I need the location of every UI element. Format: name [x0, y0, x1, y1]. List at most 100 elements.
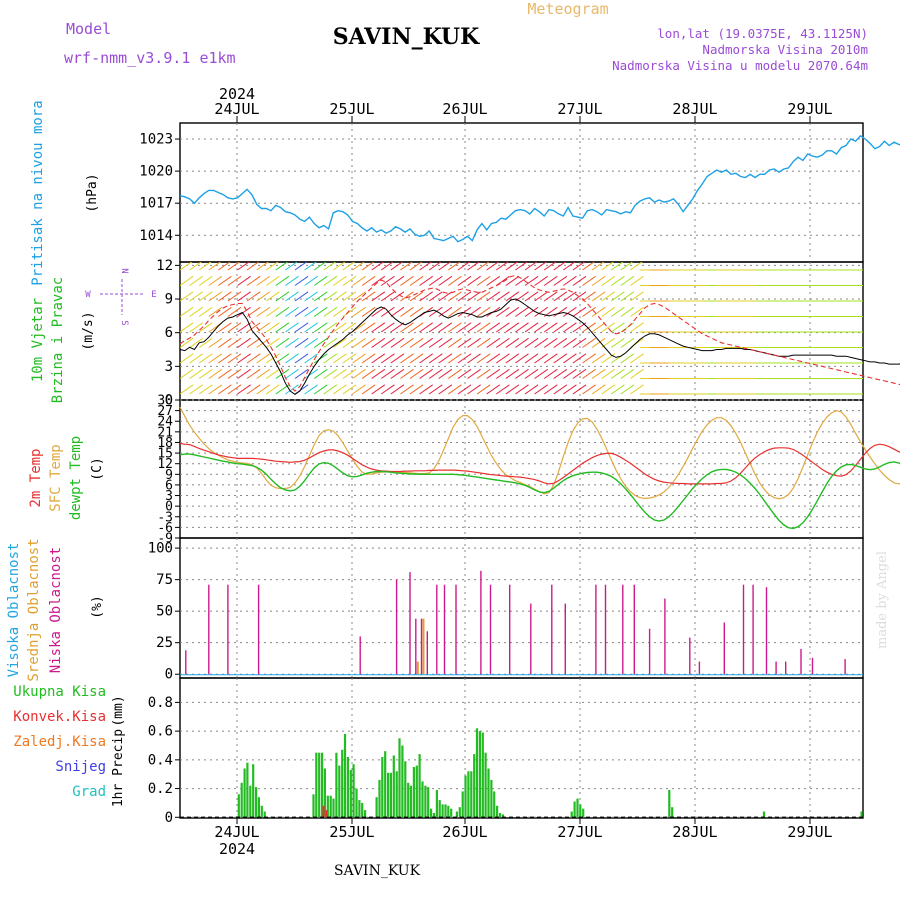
wind-barb — [476, 291, 491, 302]
wind-barb — [227, 384, 242, 395]
date-label-top: 26JUL — [442, 100, 487, 118]
wind-barb — [563, 322, 577, 333]
wind-barb — [553, 322, 568, 333]
precip-bar — [418, 754, 421, 818]
wind-barb — [428, 291, 443, 302]
wind-barb — [275, 275, 290, 286]
wind-barb — [505, 306, 520, 317]
y-tick-label: 18 — [157, 436, 173, 451]
wind-barb — [543, 368, 558, 379]
wind-barb — [467, 262, 480, 271]
precip-bar — [323, 768, 326, 818]
precip-bar — [318, 752, 321, 818]
wind-barb — [208, 262, 222, 271]
precip-bar — [404, 761, 407, 818]
wind-barb — [380, 368, 395, 379]
wind-barb — [582, 337, 596, 348]
wind-barb — [476, 306, 491, 317]
wind-barb — [419, 368, 433, 379]
wind-barb — [275, 322, 290, 333]
precip-bar — [498, 813, 502, 818]
wind-barb — [390, 306, 405, 317]
wind-barb — [390, 337, 405, 348]
sfc-temp-line — [179, 406, 900, 500]
legend-hail: Grad — [72, 784, 106, 800]
wind-barb — [610, 384, 625, 395]
precip-bar — [401, 745, 404, 818]
wind-barb — [438, 353, 453, 364]
wind-barb — [304, 275, 318, 286]
wind-barb — [543, 337, 558, 348]
wind-barb — [553, 384, 568, 395]
wind-barb — [591, 306, 606, 317]
wind-barb — [189, 384, 203, 395]
precip-bar — [484, 752, 487, 818]
precip-bar — [326, 795, 329, 818]
wind-barb — [630, 275, 644, 286]
precip-bar — [501, 814, 504, 818]
wind-barb — [342, 384, 357, 395]
wind-barb — [553, 291, 568, 302]
wind-barb — [553, 368, 568, 379]
footer-station: SAVIN_KUK — [334, 863, 421, 879]
wind-barb — [285, 337, 299, 348]
wind-barb — [265, 306, 280, 317]
wind-barb — [553, 337, 568, 348]
wind-barb — [438, 368, 453, 379]
temp-2m-line — [179, 442, 900, 485]
wind-barb — [390, 275, 405, 286]
wind-barb — [180, 306, 194, 317]
wind-barb — [467, 291, 481, 302]
wind-barb — [380, 337, 395, 348]
wind-barb — [630, 291, 644, 302]
wind-barb — [304, 353, 318, 364]
wind-barb — [620, 306, 635, 317]
wind-barb — [352, 306, 366, 317]
wind-barb — [390, 384, 405, 395]
wind-barb — [524, 262, 538, 271]
precip-bar — [335, 752, 338, 818]
wind-barb — [457, 353, 472, 364]
wind-barb — [524, 353, 539, 364]
wind-unit: (m/s) — [81, 311, 96, 350]
wind-barb — [237, 337, 251, 348]
y-tick-label: 27 — [157, 404, 173, 419]
wind-barb — [438, 275, 453, 286]
precip-bar — [570, 811, 573, 818]
precip-bar — [447, 805, 450, 818]
wind-barb — [304, 291, 318, 302]
precip-bar — [355, 788, 358, 818]
precip-bar — [438, 800, 441, 818]
wind-barb — [265, 322, 280, 333]
precip-bar — [432, 813, 436, 818]
y-tick-label: 0 — [165, 393, 173, 409]
wind-barb — [515, 306, 529, 317]
wind-barb — [218, 306, 232, 317]
wind-barb — [505, 291, 520, 302]
precip-bar — [668, 790, 671, 818]
wind-barb — [476, 262, 490, 271]
precip-bar — [427, 787, 430, 818]
precip-bar — [424, 785, 427, 818]
wind-barb — [189, 353, 203, 364]
wind-barb — [601, 306, 616, 317]
wind-barb — [208, 368, 223, 379]
wind-barb — [294, 322, 309, 333]
precip-bar — [576, 798, 579, 818]
wind-barb — [486, 368, 501, 379]
wind-barb — [601, 322, 616, 333]
wind-barb — [323, 306, 338, 317]
chart-kind-label: Meteogram — [527, 0, 608, 18]
wind-barb — [515, 291, 529, 302]
wind-barb — [304, 384, 318, 395]
wind-barb — [237, 322, 251, 333]
wind-barb — [409, 368, 424, 379]
sfc-temp-label: SFC Temp — [48, 444, 64, 511]
wind-barb — [275, 306, 290, 317]
wind-barb — [285, 353, 299, 364]
wind-barb — [333, 306, 347, 317]
wind-barb — [198, 337, 213, 348]
y-tick-label: -9 — [157, 532, 173, 547]
wind-barb — [390, 353, 405, 364]
